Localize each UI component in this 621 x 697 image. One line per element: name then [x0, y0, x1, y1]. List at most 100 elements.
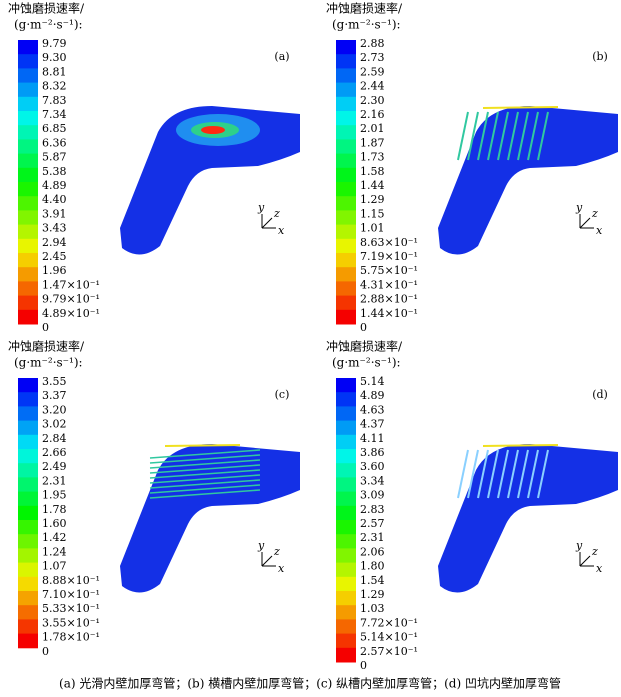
- axis-label: z: [591, 545, 598, 558]
- color-band: [18, 477, 38, 493]
- level-label: 5.75×10⁻¹: [360, 264, 418, 277]
- level-label: 3.20: [42, 403, 67, 416]
- panel-label: (d): [592, 388, 608, 401]
- hotspot: [201, 126, 225, 134]
- legend-title: 冲蚀磨损速率/: [8, 1, 85, 16]
- wear-stripe: [487, 449, 499, 499]
- legend-title: 冲蚀磨损速率/: [326, 339, 403, 354]
- color-band: [18, 562, 38, 578]
- level-label: 4.89×10⁻¹: [42, 307, 100, 320]
- level-label: 2.30: [360, 94, 385, 107]
- wear-stripe: [477, 449, 489, 499]
- level-label: 2.57×10⁻¹: [360, 645, 418, 658]
- wear-stripe: [497, 449, 509, 499]
- level-label: 2.45: [42, 250, 67, 263]
- color-band: [336, 309, 356, 325]
- color-band: [336, 295, 356, 311]
- color-band: [18, 463, 38, 478]
- axis-label: z: [591, 207, 598, 220]
- panel: 冲蚀磨损速率/(g·m⁻²·s⁻¹):3.553.373.203.022.842…: [8, 339, 300, 658]
- level-label: 2.44: [360, 80, 385, 93]
- level-label: 5.87: [42, 151, 67, 164]
- color-band: [18, 406, 38, 422]
- axis-label: x: [596, 562, 603, 575]
- level-label: 3.02: [42, 418, 67, 431]
- wear-stripe: [149, 489, 261, 499]
- panel: 冲蚀磨损速率/ (g·m⁻²·s⁻¹): 9.799.308.81 8.327.837…: [8, 1, 300, 334]
- color-band: [18, 633, 38, 649]
- level-label: 6.85: [42, 122, 67, 135]
- color-band: [336, 449, 356, 464]
- wear-stripe: [537, 449, 549, 499]
- level-label: 1.87: [360, 136, 385, 149]
- color-band: [336, 267, 356, 282]
- level-label: 8.81: [42, 65, 67, 78]
- color-band: [18, 167, 38, 183]
- level-label: 7.34: [42, 108, 67, 121]
- wear-stripe: [482, 106, 559, 109]
- wear-stripe: [537, 111, 549, 161]
- wear-stripe: [149, 479, 261, 489]
- level-label: 1.58: [360, 165, 385, 178]
- level-label: 1.96: [42, 264, 67, 277]
- color-band: [18, 267, 38, 282]
- color-band: [18, 153, 38, 169]
- color-band: [336, 505, 356, 521]
- level-label: 2.88×10⁻¹: [360, 293, 418, 306]
- panel-label: (b): [592, 50, 608, 63]
- level-label: 8.32: [42, 80, 67, 93]
- color-band: [336, 647, 356, 663]
- level-label: 3.60: [360, 460, 385, 473]
- level-label: 2.73: [360, 51, 385, 64]
- color-band: [18, 449, 38, 464]
- level-label: 5.33×10⁻¹: [42, 602, 100, 615]
- color-band: [336, 463, 356, 478]
- color-band: [18, 520, 38, 535]
- level-label: 1.95: [42, 489, 67, 502]
- level-label: 3.09: [360, 489, 385, 502]
- wear-stripe: [149, 464, 261, 474]
- color-band: [18, 548, 38, 564]
- level-label: 8.88×10⁻¹: [42, 574, 100, 587]
- wear-stripe: [467, 111, 479, 161]
- level-label: 2.57: [360, 517, 385, 530]
- level-label: 0: [360, 321, 367, 334]
- wear-stripe: [149, 474, 261, 484]
- level-label: 4.37: [360, 418, 385, 431]
- level-label: 1.80: [360, 560, 385, 573]
- legend-unit: (g·m⁻²·s⁻¹):: [332, 18, 401, 32]
- level-label: 4.40: [42, 193, 67, 206]
- level-label: 7.83: [42, 94, 67, 107]
- color-band: [18, 139, 38, 155]
- level-label: 9.79: [42, 37, 67, 50]
- axis-label: y: [257, 201, 265, 214]
- color-band: [18, 281, 38, 297]
- legend-unit: (g·m⁻²·s⁻¹):: [14, 356, 83, 370]
- color-band: [18, 392, 38, 407]
- level-label: 2.01: [360, 122, 385, 135]
- axis-label: x: [596, 224, 603, 237]
- color-band: [18, 82, 38, 98]
- legend-unit: (g·m⁻²·s⁻¹):: [332, 356, 401, 370]
- color-band: [336, 434, 356, 450]
- color-band: [336, 534, 356, 549]
- panel-label: (a): [274, 50, 289, 63]
- axis-arrow: [579, 217, 591, 229]
- color-band: [336, 238, 356, 254]
- color-band: [18, 534, 38, 549]
- axis-label: z: [273, 545, 280, 558]
- level-label: 8.63×10⁻¹: [360, 236, 418, 249]
- color-band: [336, 281, 356, 297]
- color-band: [18, 125, 38, 140]
- wear-stripe: [457, 111, 469, 161]
- level-label: 1.07: [42, 560, 67, 573]
- level-label: 3.91: [42, 207, 67, 220]
- wear-stripe: [457, 449, 469, 499]
- panel: 冲蚀磨损速率/(g·m⁻²·s⁻¹):2.882.732.592.442.302…: [326, 1, 618, 334]
- wear-stripe: [149, 449, 261, 459]
- level-label: 0: [42, 321, 49, 334]
- caption: (a) 光滑内壁加厚弯管；(b) 横槽内壁加厚弯管；(c) 纵槽内壁加厚弯管；(…: [59, 676, 561, 691]
- color-band: [18, 96, 38, 112]
- color-band: [336, 196, 356, 211]
- wear-stripe: [497, 111, 509, 161]
